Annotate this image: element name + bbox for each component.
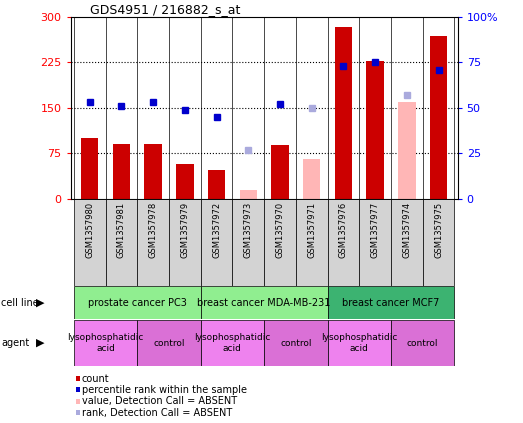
Bar: [296, 199, 327, 286]
Bar: [106, 199, 137, 286]
Text: percentile rank within the sample: percentile rank within the sample: [82, 385, 247, 395]
Text: ▶: ▶: [36, 338, 44, 348]
Bar: [176, 164, 194, 199]
Bar: [359, 199, 391, 286]
Text: rank, Detection Call = ABSENT: rank, Detection Call = ABSENT: [82, 408, 232, 418]
Bar: [303, 159, 321, 199]
Text: GSM1357971: GSM1357971: [307, 201, 316, 258]
Text: GSM1357977: GSM1357977: [371, 201, 380, 258]
Bar: [208, 170, 225, 199]
Bar: [169, 199, 201, 286]
Bar: [335, 27, 352, 199]
Bar: [232, 199, 264, 286]
Text: control: control: [280, 338, 312, 348]
Text: count: count: [82, 374, 109, 384]
Text: GSM1357979: GSM1357979: [180, 201, 189, 258]
Text: GSM1357976: GSM1357976: [339, 201, 348, 258]
Text: control: control: [153, 338, 185, 348]
Bar: [137, 199, 169, 286]
Text: control: control: [407, 338, 438, 348]
Bar: [81, 138, 98, 199]
Bar: [423, 199, 454, 286]
Text: GSM1357975: GSM1357975: [434, 201, 443, 258]
Text: GSM1357974: GSM1357974: [402, 201, 412, 258]
Text: breast cancer MCF7: breast cancer MCF7: [343, 298, 440, 308]
Bar: [137, 320, 201, 366]
Bar: [391, 320, 454, 366]
Bar: [391, 199, 423, 286]
Text: GSM1357981: GSM1357981: [117, 201, 126, 258]
Text: GSM1357972: GSM1357972: [212, 201, 221, 258]
Text: GDS4951 / 216882_s_at: GDS4951 / 216882_s_at: [90, 3, 241, 16]
Bar: [201, 286, 327, 319]
Bar: [112, 144, 130, 199]
Text: agent: agent: [1, 338, 29, 348]
Text: lysophosphatidic
acid: lysophosphatidic acid: [67, 333, 144, 353]
Text: value, Detection Call = ABSENT: value, Detection Call = ABSENT: [82, 396, 237, 407]
Text: GSM1357978: GSM1357978: [149, 201, 157, 258]
Text: GSM1357970: GSM1357970: [276, 201, 285, 258]
Bar: [264, 199, 296, 286]
Text: breast cancer MDA-MB-231: breast cancer MDA-MB-231: [197, 298, 331, 308]
Bar: [430, 36, 447, 199]
Bar: [367, 60, 384, 199]
Text: ▶: ▶: [36, 298, 44, 308]
Bar: [144, 144, 162, 199]
Text: GSM1357973: GSM1357973: [244, 201, 253, 258]
Bar: [398, 102, 416, 199]
Text: prostate cancer PC3: prostate cancer PC3: [88, 298, 187, 308]
Text: lysophosphatidic
acid: lysophosphatidic acid: [194, 333, 270, 353]
Bar: [201, 199, 232, 286]
Bar: [327, 199, 359, 286]
Bar: [240, 190, 257, 199]
Text: GSM1357980: GSM1357980: [85, 201, 94, 258]
Bar: [74, 286, 201, 319]
Bar: [74, 199, 106, 286]
Bar: [327, 286, 454, 319]
Bar: [264, 320, 327, 366]
Bar: [271, 146, 289, 199]
Bar: [327, 320, 391, 366]
Text: lysophosphatidic
acid: lysophosphatidic acid: [321, 333, 397, 353]
Text: cell line: cell line: [1, 298, 39, 308]
Bar: [201, 320, 264, 366]
Bar: [74, 320, 137, 366]
